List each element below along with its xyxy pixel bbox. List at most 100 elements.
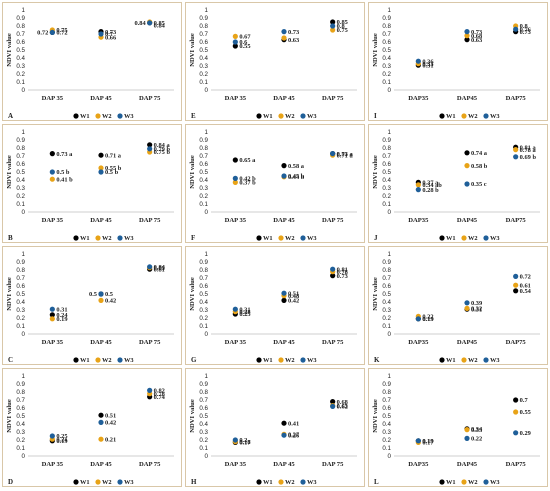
point-w1 (49, 312, 55, 318)
x-tick-label: DAP 35 (42, 339, 64, 346)
data-label: 0.66 (105, 34, 117, 41)
y-tick-label: 0.5 (16, 413, 25, 420)
point-w2 (464, 427, 470, 433)
data-label: 0.21 (105, 436, 116, 443)
legend-entry: W3 (124, 479, 134, 486)
y-tick-label: 0.9 (199, 15, 208, 22)
y-tick-label: 0.6 (16, 283, 25, 290)
data-label: 0.7 (105, 31, 114, 38)
data-label: 0.55 (520, 409, 531, 416)
point-w3 (513, 26, 519, 32)
y-tick-label: 1 (22, 129, 26, 136)
x-tick-label: DAP 45 (273, 95, 295, 102)
legend-marker-w3 (483, 479, 489, 485)
point-w3 (98, 169, 104, 175)
data-label: 0.17 (422, 440, 434, 447)
data-label: 0.5 (105, 291, 113, 298)
y-tick-label: 0 (388, 453, 392, 460)
x-tick-label: DAP 35 (42, 95, 64, 102)
data-label: 0.84 (134, 20, 146, 27)
y-tick-label: 1 (205, 373, 209, 380)
point-w3 (281, 432, 287, 438)
legend-entry: W2 (102, 357, 112, 364)
y-tick-label: 0.1 (16, 79, 25, 86)
y-tick-label: 0.8 (382, 23, 391, 30)
legend-marker-w1 (439, 479, 445, 485)
data-label: 0.72 (37, 30, 48, 37)
data-label: 0.41 b (56, 176, 73, 183)
data-label: 0.19 (422, 316, 433, 323)
y-tick-label: 0.4 (199, 177, 208, 184)
point-w3 (49, 169, 55, 175)
data-label: 0.74 a (471, 150, 488, 157)
data-label: 0.82 (154, 388, 165, 395)
legend-marker-w3 (300, 235, 306, 241)
y-tick-label: 0.6 (16, 161, 25, 168)
point-w3 (415, 187, 421, 193)
y-tick-label: 0.9 (16, 381, 25, 388)
y-tick-label: 0.3 (382, 63, 391, 70)
x-tick-label: DAP75 (506, 461, 527, 468)
data-label: 0.31 (239, 306, 250, 313)
legend-entry: W3 (307, 113, 317, 120)
legend-entry: W1 (263, 235, 273, 242)
y-tick-label: 0.4 (16, 421, 25, 428)
y-tick-label: 0.8 (199, 267, 208, 274)
legend-entry: W1 (80, 357, 90, 364)
data-label: 0.5 b (105, 169, 119, 176)
legend-entry: W2 (285, 479, 295, 486)
point-w2 (98, 436, 104, 442)
y-tick-label: 0 (205, 453, 209, 460)
y-tick-label: 0.9 (16, 15, 25, 22)
panel-letter: E (191, 112, 196, 120)
point-w1 (147, 142, 153, 148)
y-tick-label: 0.3 (382, 307, 391, 314)
legend-entry: W3 (307, 479, 317, 486)
y-tick-label: 0.3 (199, 307, 208, 314)
data-label: 0.22 (422, 314, 433, 321)
panel-letter: I (374, 112, 377, 120)
data-label: 0.81 (154, 266, 165, 273)
data-label: 0.78 a (520, 147, 537, 154)
y-axis-label: NDVI value (372, 33, 379, 67)
panel-frame (185, 368, 365, 487)
x-tick-label: DAP35 (408, 339, 429, 346)
x-tick-label: DAP 45 (273, 461, 295, 468)
point-w1 (281, 420, 287, 426)
y-tick-label: 0 (22, 209, 26, 216)
data-label: 0.32 (471, 306, 482, 313)
y-tick-label: 0.9 (199, 381, 208, 388)
data-label: 0.31 (422, 62, 433, 69)
y-tick-label: 0.7 (16, 31, 25, 38)
point-w3 (415, 58, 421, 64)
y-tick-label: 1 (22, 251, 26, 258)
legend-entry: W2 (285, 113, 295, 120)
x-tick-label: DAP45 (457, 461, 478, 468)
chart-panel-J: NDVI value 00.10.20.30.40.50.60.70.80.91 D… (368, 124, 548, 243)
y-tick-label: 0.7 (199, 31, 208, 38)
panel-letter: A (8, 112, 13, 120)
point-w3 (147, 387, 153, 393)
legend-marker-w3 (300, 357, 306, 363)
y-tick-label: 0.9 (382, 15, 391, 22)
y-tick-label: 0.8 (382, 267, 391, 274)
y-tick-label: 0.9 (382, 381, 391, 388)
legend-entry: W2 (468, 479, 478, 486)
data-label: 0.67 (239, 34, 251, 41)
legend-marker-w1 (73, 235, 79, 241)
legend-entry: W1 (80, 113, 90, 120)
panel-letter: H (191, 478, 197, 486)
y-tick-label: 0.2 (382, 193, 391, 200)
y-tick-label: 0.9 (382, 259, 391, 266)
data-label: 0.81 a (520, 144, 537, 151)
x-tick-label: DAP 45 (273, 217, 295, 224)
y-tick-label: 0.4 (199, 55, 208, 62)
legend-entry: W3 (307, 235, 317, 242)
data-label: 0.2 (239, 437, 247, 444)
panel-frame (185, 124, 365, 243)
point-w3 (147, 146, 153, 152)
legend-entry: W2 (285, 235, 295, 242)
point-w3 (98, 419, 104, 425)
point-w1 (330, 19, 336, 25)
